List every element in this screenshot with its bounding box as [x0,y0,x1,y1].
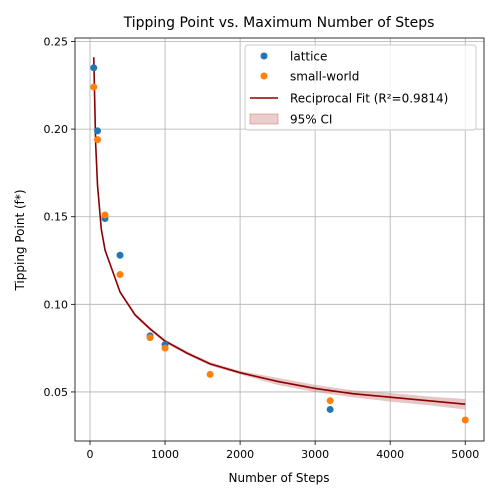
point-lattice [326,405,334,413]
y-axis-label: Tipping Point (f*) [13,189,27,291]
legend-marker-small-world [260,72,268,80]
point-small-world [326,397,334,405]
x-tick-label: 0 [87,448,94,461]
y-tick-label: 0.20 [44,123,69,136]
point-small-world [206,370,214,378]
point-small-world [461,416,469,424]
legend-label-fit: Reciprocal Fit (R²=0.9814) [290,92,448,106]
x-tick-label: 1000 [151,448,179,461]
y-tick-label: 0.25 [44,36,69,49]
x-tick-label: 2000 [226,448,254,461]
point-small-world [146,334,154,342]
point-small-world [161,344,169,352]
data-points [90,64,469,424]
point-small-world [116,271,124,279]
x-axis-label: Number of Steps [229,471,330,485]
y-axis: 0.05 0.10 0.15 0.20 0.25 [44,36,75,399]
legend-label-lattice: lattice [290,50,327,64]
plot-frame [74,37,485,442]
point-lattice [116,251,124,259]
chart-title: Tipping Point vs. Maximum Number of Step… [123,15,435,31]
x-tick-label: 5000 [451,448,479,461]
legend: lattice small-world Reciprocal Fit (R²=0… [244,44,477,131]
y-tick-label: 0.05 [44,386,69,399]
point-small-world [94,136,102,144]
legend-label-small-world: small-world [290,70,359,84]
legend-marker-lattice [260,52,268,60]
x-tick-label: 4000 [376,448,404,461]
point-lattice [94,127,102,135]
point-lattice [90,64,98,72]
legend-label-ci: 95% CI [290,113,332,127]
x-tick-label: 3000 [301,448,329,461]
legend-marker-ci [249,113,279,125]
point-small-world [90,83,98,91]
y-tick-label: 0.15 [44,211,69,224]
legend-box [244,44,477,131]
x-axis: 0 1000 2000 3000 4000 5000 [87,441,479,461]
point-small-world [101,211,109,219]
y-tick-label: 0.10 [44,298,69,311]
